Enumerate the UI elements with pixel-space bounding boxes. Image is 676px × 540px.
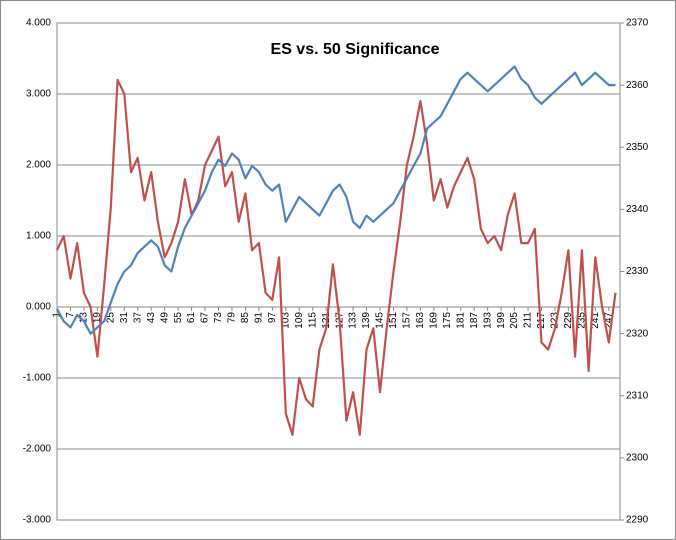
y2-tick-label: 2300 — [626, 453, 649, 464]
x-tick-label: 31 — [119, 312, 130, 324]
x-tick-label: 133 — [348, 312, 359, 329]
series-line — [56, 78, 617, 436]
y2-tick-label: 2320 — [626, 328, 649, 339]
y-tick-label: -2.000 — [23, 444, 52, 455]
x-tick-label: 1 — [52, 312, 63, 318]
x-tick-label: 211 — [523, 312, 534, 328]
x-tick-label: 175 — [442, 312, 453, 329]
x-tick-label: 163 — [415, 312, 426, 329]
x-tick-label: 181 — [455, 312, 466, 329]
x-tick-label: 199 — [496, 312, 507, 329]
x-tick-label: 247 — [603, 312, 614, 329]
y2-tick-label: 2310 — [626, 390, 649, 401]
x-tick-label: 43 — [146, 312, 157, 324]
x-tick-label: 37 — [132, 312, 143, 324]
chart-title: ES vs. 50 Significance — [271, 41, 440, 58]
x-tick-label: 235 — [577, 312, 588, 329]
y2-tick-label: 2350 — [626, 142, 649, 153]
x-tick-label: 139 — [361, 312, 372, 329]
x-tick-label: 205 — [509, 312, 520, 329]
x-tick-label: 73 — [213, 312, 224, 324]
y2-tick-label: 2290 — [626, 515, 649, 526]
x-tick-label: 187 — [469, 312, 480, 329]
y-tick-label: 0.000 — [26, 302, 51, 313]
y-tick-label: 4.000 — [26, 18, 51, 29]
x-tick-label: 67 — [200, 312, 211, 324]
x-tick-label: 19 — [92, 312, 103, 324]
x-tick-label: 79 — [227, 312, 238, 324]
x-tick-label: 61 — [186, 312, 197, 324]
x-tick-label: 13 — [79, 312, 90, 324]
y2-tick-label: 2330 — [626, 266, 649, 277]
x-tick-label: 193 — [482, 312, 493, 329]
x-tick-label: 103 — [280, 312, 291, 329]
series-line — [56, 65, 616, 335]
y-tick-label: -1.000 — [23, 373, 52, 384]
x-tick-label: 169 — [428, 312, 439, 329]
x-tick-label: 109 — [294, 312, 305, 329]
x-tick-label: 229 — [563, 312, 574, 329]
y2-tick-label: 2340 — [626, 204, 649, 215]
x-tick-label: 217 — [536, 312, 547, 329]
y2-tick-label: 2370 — [626, 18, 649, 29]
x-tick-label: 157 — [402, 312, 413, 329]
x-tick-label: 49 — [159, 312, 170, 324]
x-tick-label: 55 — [173, 312, 184, 324]
x-tick-label: 145 — [375, 312, 386, 329]
x-tick-label: 91 — [254, 312, 265, 324]
x-tick-label: 115 — [307, 312, 318, 328]
y2-tick-label: 2360 — [626, 80, 649, 91]
x-tick-label: 25 — [105, 312, 116, 324]
x-tick-label: 7 — [65, 312, 76, 318]
x-tick-label: 97 — [267, 312, 278, 324]
y-tick-label: 2.000 — [26, 160, 51, 171]
y-tick-label: 3.000 — [26, 89, 51, 100]
x-tick-label: 85 — [240, 312, 251, 324]
x-tick-label: 151 — [388, 312, 399, 329]
x-tick-label: 223 — [550, 312, 561, 329]
x-tick-label: 241 — [590, 312, 601, 329]
y-tick-label: 1.000 — [26, 231, 51, 242]
y-tick-label: -3.000 — [23, 515, 52, 526]
